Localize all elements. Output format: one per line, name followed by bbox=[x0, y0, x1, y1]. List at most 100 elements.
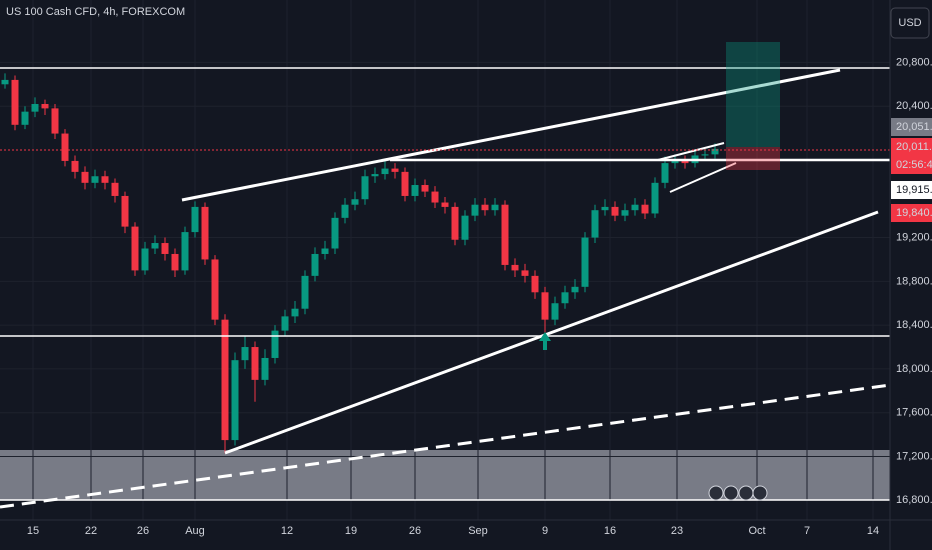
candle-body bbox=[171, 253, 179, 271]
y-tick-label: 16,800.0 bbox=[896, 494, 932, 506]
candle-body bbox=[461, 215, 469, 240]
candle-body bbox=[441, 202, 449, 207]
candle-body bbox=[151, 243, 159, 249]
candle-body bbox=[541, 292, 549, 320]
price-label: 20,011.3 bbox=[896, 141, 932, 153]
candle-body bbox=[291, 308, 299, 317]
price-label: 19,840.8 bbox=[896, 207, 932, 219]
candle-body bbox=[301, 275, 309, 309]
candle-body bbox=[121, 195, 129, 227]
x-tick-label: Sep bbox=[468, 525, 488, 537]
candle-body bbox=[351, 199, 359, 205]
stop-zone bbox=[726, 147, 780, 170]
candle-body bbox=[361, 176, 369, 200]
price-label-box bbox=[891, 204, 932, 222]
channel bbox=[669, 162, 737, 193]
candle-body bbox=[341, 204, 349, 218]
candle-body bbox=[481, 204, 489, 211]
event bbox=[752, 485, 768, 501]
trend-line bbox=[0, 383, 891, 509]
price-axis bbox=[890, 0, 932, 550]
y-tick-label: 20,800.0 bbox=[896, 56, 932, 68]
x-tick-label: 26 bbox=[137, 525, 149, 537]
candle-body bbox=[511, 264, 519, 271]
candle-body bbox=[111, 182, 119, 196]
price-label-box bbox=[891, 181, 932, 199]
y-tick-label: 19,200.0 bbox=[896, 231, 932, 243]
candle-body bbox=[381, 168, 389, 175]
x-tick-label: 7 bbox=[804, 525, 810, 537]
candle-body bbox=[41, 104, 49, 109]
candle-body bbox=[601, 206, 609, 211]
x-tick-label: 15 bbox=[27, 525, 39, 537]
candle-body bbox=[411, 185, 419, 196]
candle-body bbox=[701, 154, 709, 156]
candle-body bbox=[621, 210, 629, 216]
candle-body bbox=[431, 191, 439, 203]
candle-body bbox=[611, 206, 619, 216]
candle-body bbox=[1, 79, 9, 85]
x-tick-label: 23 bbox=[671, 525, 683, 537]
candle-body bbox=[331, 217, 339, 249]
candle-body bbox=[181, 232, 189, 271]
candle-body bbox=[561, 292, 569, 304]
candle-body bbox=[681, 160, 689, 164]
candle-body bbox=[311, 253, 319, 276]
currency[interactable]: USD bbox=[898, 17, 921, 29]
candle-body bbox=[371, 174, 379, 177]
candle-body bbox=[231, 360, 239, 441]
price-label: 20,051.8 bbox=[896, 121, 932, 133]
price-label-box bbox=[891, 118, 932, 136]
candle-body bbox=[401, 171, 409, 196]
arrow bbox=[539, 332, 551, 350]
candle-body bbox=[451, 206, 459, 240]
currency-button[interactable] bbox=[890, 7, 930, 39]
candle-body bbox=[641, 204, 649, 214]
candle-body bbox=[141, 248, 149, 271]
y-tick-label: 18,800.0 bbox=[896, 275, 932, 287]
x-tick-label: 14 bbox=[867, 525, 879, 537]
x-tick-label: 9 bbox=[542, 525, 548, 537]
candle-body bbox=[671, 160, 679, 164]
candle-body bbox=[531, 275, 539, 293]
candle-body bbox=[661, 163, 669, 183]
drawings bbox=[0, 67, 891, 509]
channel bbox=[657, 142, 725, 161]
x-tick-label: 26 bbox=[409, 525, 421, 537]
x-tick-label: 12 bbox=[281, 525, 293, 537]
candle-body bbox=[91, 176, 99, 183]
candle-body bbox=[21, 111, 29, 125]
candle-body bbox=[51, 108, 59, 134]
candle-body bbox=[581, 237, 589, 287]
candle-body bbox=[191, 206, 199, 233]
events bbox=[708, 485, 768, 501]
candle-body bbox=[271, 330, 279, 358]
trend-line bbox=[181, 68, 841, 202]
y-tick-label: 17,200.0 bbox=[896, 450, 932, 462]
candle-body bbox=[571, 286, 579, 293]
candle-body bbox=[221, 319, 229, 441]
candle-body bbox=[61, 133, 69, 161]
candle-body bbox=[501, 204, 509, 265]
chart-title: US 100 Cash CFD, 4h, FOREXCOM bbox=[6, 6, 185, 18]
candle-body bbox=[241, 347, 249, 361]
countdown: 02:56:44 bbox=[896, 159, 932, 171]
price-label: 19,915.5 bbox=[896, 184, 932, 196]
x-tick-label: Aug bbox=[185, 525, 205, 537]
x-tick-label: 16 bbox=[604, 525, 616, 537]
candle-body bbox=[71, 160, 79, 172]
candle-body bbox=[521, 270, 529, 276]
candle-body bbox=[711, 148, 719, 155]
candle-body bbox=[101, 176, 109, 183]
candle-body bbox=[651, 182, 659, 214]
event bbox=[738, 485, 754, 501]
candle-body bbox=[131, 226, 139, 271]
candle-body bbox=[11, 79, 19, 125]
candle-body bbox=[31, 104, 39, 112]
price-label-box bbox=[891, 138, 932, 174]
target-zone bbox=[726, 42, 780, 147]
x-tick-label: 19 bbox=[345, 525, 357, 537]
trend-line bbox=[224, 210, 879, 455]
candle-body bbox=[591, 210, 599, 238]
